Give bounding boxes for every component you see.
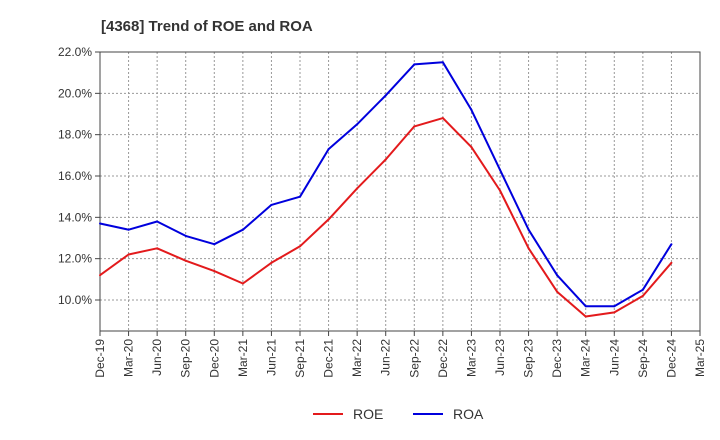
data-point-roa xyxy=(584,305,587,308)
data-point-roa xyxy=(641,288,644,291)
legend: ROE ROA xyxy=(313,406,484,422)
y-axis: 10.0% 12.0% 14.0% 16.0% 18.0% 20.0% 22.0% xyxy=(58,45,100,307)
legend-label-roa: ROA xyxy=(453,406,484,422)
y-tick-label: 22.0% xyxy=(58,45,92,59)
x-tick-label: Mar-21 xyxy=(236,339,250,377)
data-point-roe xyxy=(241,282,244,285)
x-tick-label: Mar-24 xyxy=(579,339,593,377)
x-tick-label: Sep-24 xyxy=(636,339,650,378)
y-tick-label: 14.0% xyxy=(58,210,92,224)
data-point-roe xyxy=(499,189,501,192)
y-tick-label: 16.0% xyxy=(58,169,92,183)
data-point-roe xyxy=(584,315,587,318)
x-tick-label: Dec-20 xyxy=(207,339,221,378)
x-tick-label: Jun-21 xyxy=(264,339,278,376)
data-point-roe xyxy=(213,270,216,273)
data-point-roe xyxy=(156,247,159,250)
data-point-roa xyxy=(441,61,444,64)
data-point-roe xyxy=(270,261,273,264)
data-point-roa xyxy=(213,243,216,246)
series-group xyxy=(99,61,673,318)
x-tick-label: Dec-19 xyxy=(93,339,107,378)
data-point-roa xyxy=(241,228,244,231)
x-tick-label: Jun-23 xyxy=(493,339,507,376)
plot-area xyxy=(99,51,701,332)
y-tick-label: 10.0% xyxy=(58,293,92,307)
data-point-roa xyxy=(127,228,130,231)
data-point-roa xyxy=(299,195,301,198)
legend-label-roe: ROE xyxy=(353,406,383,422)
data-point-roa xyxy=(413,63,416,66)
data-point-roe xyxy=(384,158,387,161)
data-point-roe xyxy=(327,218,330,221)
data-point-roa xyxy=(156,220,159,223)
data-point-roa xyxy=(556,274,559,277)
y-tick-label: 12.0% xyxy=(58,252,92,266)
data-point-roa xyxy=(384,94,387,97)
x-tick-label: Sep-22 xyxy=(407,339,421,378)
data-point-roe xyxy=(441,117,444,120)
data-point-roe xyxy=(356,187,359,190)
x-tick-label: Mar-20 xyxy=(122,339,136,377)
data-point-roa xyxy=(613,305,616,308)
x-tick-label: Dec-23 xyxy=(550,339,564,378)
data-point-roe xyxy=(670,261,673,264)
y-tick-label: 20.0% xyxy=(58,86,92,100)
y-tick-label: 18.0% xyxy=(58,128,92,142)
data-point-roe xyxy=(299,245,301,248)
x-tick-label: Sep-21 xyxy=(293,339,307,378)
x-axis: Dec-19 Mar-20 Jun-20 Sep-20 Dec-20 Mar-21 Jun-… xyxy=(93,331,707,378)
data-point-roe xyxy=(127,253,130,256)
data-point-roa xyxy=(470,108,473,111)
x-tick-label: Dec-24 xyxy=(664,339,678,378)
data-point-roa xyxy=(527,228,530,231)
data-point-roe xyxy=(470,146,473,149)
x-tick-label: Jun-24 xyxy=(607,339,621,376)
grid xyxy=(100,52,700,331)
data-point-roa xyxy=(499,168,501,171)
x-tick-label: Mar-25 xyxy=(693,339,707,377)
data-point-roe xyxy=(413,125,416,128)
data-point-roe xyxy=(99,274,101,277)
x-tick-label: Mar-22 xyxy=(350,339,364,377)
chart-title: [4368] Trend of ROE and ROA xyxy=(101,18,313,35)
data-point-roa xyxy=(670,243,673,246)
x-tick-label: Jun-20 xyxy=(150,339,164,376)
data-point-roe xyxy=(527,247,530,250)
data-point-roe xyxy=(641,294,644,297)
x-tick-label: Sep-23 xyxy=(522,339,536,378)
x-tick-label: Dec-22 xyxy=(436,339,450,378)
data-point-roe xyxy=(184,259,187,262)
data-point-roe xyxy=(613,311,616,314)
x-tick-label: Sep-20 xyxy=(179,339,193,378)
data-point-roa xyxy=(184,234,187,237)
x-tick-label: Mar-23 xyxy=(464,339,478,377)
data-point-roe xyxy=(556,290,559,293)
data-point-roa xyxy=(270,203,273,206)
x-tick-label: Jun-22 xyxy=(379,339,393,376)
data-point-roa xyxy=(99,222,101,225)
data-point-roa xyxy=(356,123,359,126)
data-point-roa xyxy=(327,148,330,151)
x-tick-label: Dec-21 xyxy=(322,339,336,378)
